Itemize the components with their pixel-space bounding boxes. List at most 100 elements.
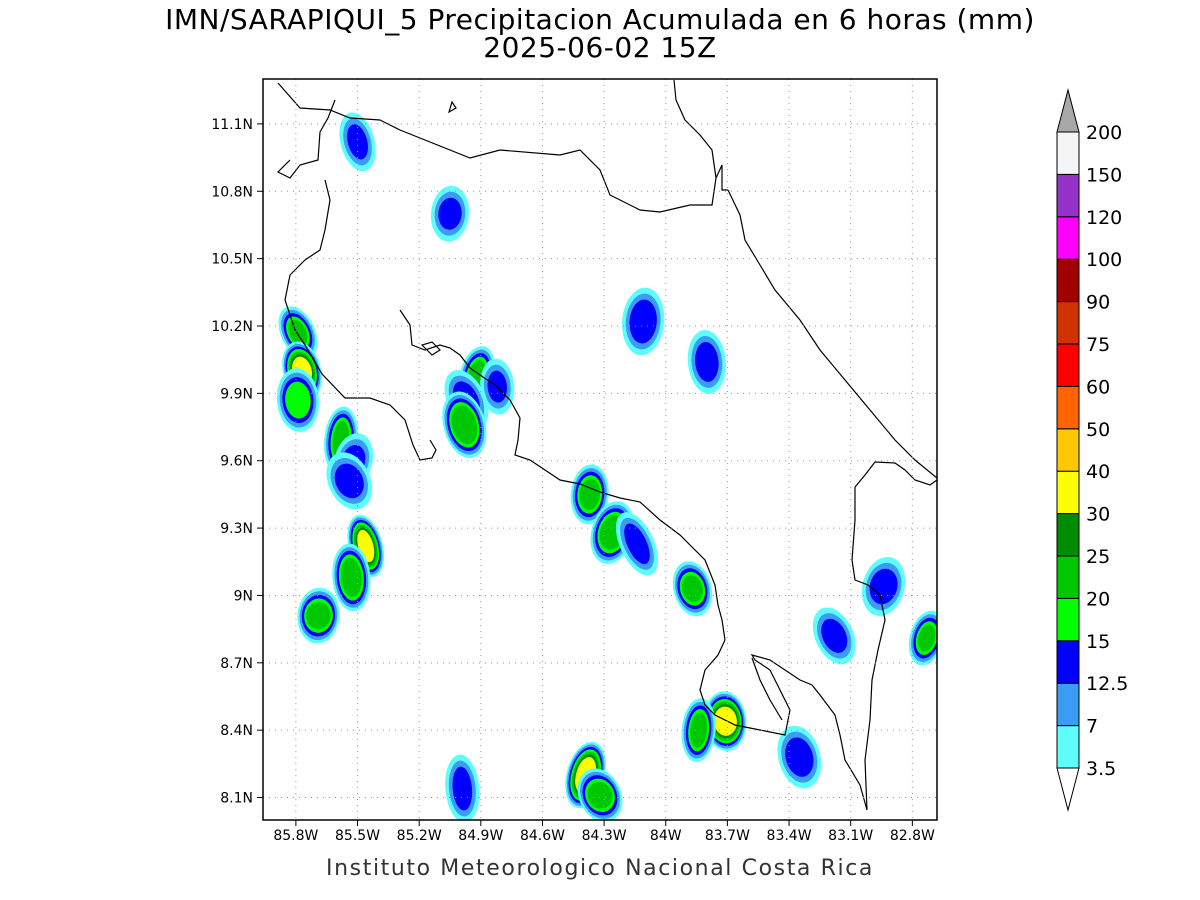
- colorbar-over-arrow: [1056, 88, 1080, 133]
- y-tick-label: 9.9N: [220, 386, 253, 402]
- rain-contour-12.5: [869, 568, 898, 605]
- rain-contour-20: [579, 478, 600, 510]
- colorbar-label: 50: [1086, 419, 1110, 441]
- rain-contour-20: [682, 575, 703, 603]
- colorbar-swatch: [1056, 428, 1080, 472]
- rain-contour-12.5: [821, 618, 848, 653]
- colorbar-label: 90: [1086, 292, 1110, 314]
- x-tick-label: 83.4W: [767, 828, 812, 844]
- colorbar-swatch: [1056, 555, 1080, 599]
- colorbar-label: 7: [1086, 716, 1098, 738]
- colorbar-swatch: [1056, 597, 1080, 642]
- colorbar-label: 3.5: [1086, 758, 1116, 780]
- x-axis: 85.8W 85.5W 85.2W 84.9W 84.6W 84.3W 84W 83.7W 83…: [273, 820, 935, 844]
- x-tick-label: 83.1W: [828, 828, 873, 844]
- rain-cell: [332, 543, 371, 612]
- rain-contour-20: [341, 557, 362, 598]
- rain-contour-12.5: [695, 341, 719, 382]
- colorbar-label: 20: [1086, 588, 1110, 610]
- coastline-borders: [276, 79, 937, 811]
- x-tick-label: 85.8W: [273, 828, 318, 844]
- rain-contour-12.5: [452, 766, 473, 811]
- y-tick-label: 9N: [234, 588, 253, 604]
- rain-cell: [430, 185, 470, 242]
- rain-cell: [442, 391, 487, 459]
- rain-contour-20: [690, 712, 707, 748]
- colorbar-swatch: [1056, 513, 1080, 557]
- colorbar-swatch: [1056, 725, 1080, 769]
- rain-contour-12.5: [785, 737, 814, 777]
- nicoya-gulf: [399, 309, 726, 641]
- graticule: [263, 79, 937, 820]
- colorbar-swatch: [1056, 301, 1080, 345]
- y-tick-label: 10.8N: [211, 184, 253, 200]
- colorbar-label: 120: [1086, 207, 1122, 229]
- y-tick-label: 10.5N: [211, 252, 253, 268]
- colorbar-swatch: [1056, 343, 1080, 387]
- island-ometepe: [447, 100, 457, 114]
- colorbar-label: 30: [1086, 504, 1110, 526]
- colorbar-label: 75: [1086, 334, 1110, 356]
- rain-cell: [812, 607, 856, 665]
- rain-cell: [577, 768, 623, 820]
- precipitation-field: [276, 112, 937, 820]
- rain-contour-20: [587, 781, 613, 809]
- x-tick-label: 84W: [650, 828, 682, 844]
- colorbar-swatch: [1056, 131, 1080, 175]
- x-tick-label: 85.2W: [397, 828, 442, 844]
- rain-cell: [672, 561, 713, 617]
- colorbar-swatch: [1056, 470, 1080, 515]
- rain-cell: [326, 452, 373, 510]
- rain-cell: [861, 556, 906, 616]
- rain-cell: [622, 287, 665, 356]
- colorbar-label: 150: [1086, 164, 1122, 186]
- rain-contour-30: [713, 706, 737, 736]
- rain-cell: [777, 725, 822, 789]
- y-tick-label: 8.7N: [220, 656, 253, 672]
- rain-contour-12.5: [334, 463, 364, 499]
- x-tick-label: 84.3W: [582, 828, 627, 844]
- rain-cell: [908, 610, 937, 666]
- rain-cell: [704, 691, 747, 752]
- rain-cell: [297, 587, 340, 644]
- y-tick-label: 8.1N: [220, 791, 253, 807]
- golfo-dulce: [751, 657, 783, 721]
- colorbar-label: 12.5: [1086, 673, 1128, 695]
- panama-border: [851, 487, 886, 811]
- colorbar-under-arrow: [1056, 767, 1080, 812]
- y-axis: 8.1N 8.4N 8.7N 9N 9.3N 9.6N 9.9N 10.2N 10.5N 10.8…: [211, 117, 263, 807]
- y-tick-label: 9.3N: [220, 521, 253, 537]
- colorbar-label: 200: [1086, 122, 1122, 144]
- x-tick-label: 84.9W: [458, 828, 503, 844]
- y-tick-label: 10.2N: [211, 319, 253, 335]
- y-tick-label: 9.6N: [220, 454, 253, 470]
- colorbar-swatch: [1056, 216, 1080, 260]
- colorbar-swatch: [1056, 640, 1080, 684]
- rain-contour-20: [918, 624, 936, 652]
- colorbar-label: 100: [1086, 249, 1122, 271]
- rain-contour-12.5: [347, 124, 368, 160]
- colorbar-label: 25: [1086, 546, 1110, 568]
- nicoya-island: [420, 341, 441, 356]
- rain-contour-20: [451, 405, 478, 444]
- rain-cell: [276, 368, 320, 433]
- plot-frame: [262, 78, 938, 821]
- x-tick-label: 85.5W: [335, 828, 380, 844]
- rain-cell: [278, 306, 318, 360]
- osa-peninsula: [699, 639, 868, 811]
- y-tick-label: 8.4N: [220, 723, 253, 739]
- bocas-toro: [854, 461, 937, 488]
- colorbar-label: 15: [1086, 631, 1110, 653]
- y-tick-label: 11.1N: [211, 117, 253, 133]
- map-valid-time: 2025-06-02 15Z: [483, 31, 717, 64]
- rain-contour-15: [285, 381, 311, 419]
- rain-cell: [445, 754, 480, 820]
- rain-contour-20: [306, 602, 331, 630]
- caribbean-coast: [673, 79, 717, 179]
- footer-credit: Instituto Meteorologico Nacional Costa R…: [326, 856, 874, 881]
- colorbar-swatch: [1056, 173, 1080, 218]
- x-tick-label: 83.7W: [705, 828, 750, 844]
- rain-contour-12.5: [624, 523, 650, 565]
- rain-cell: [681, 698, 716, 763]
